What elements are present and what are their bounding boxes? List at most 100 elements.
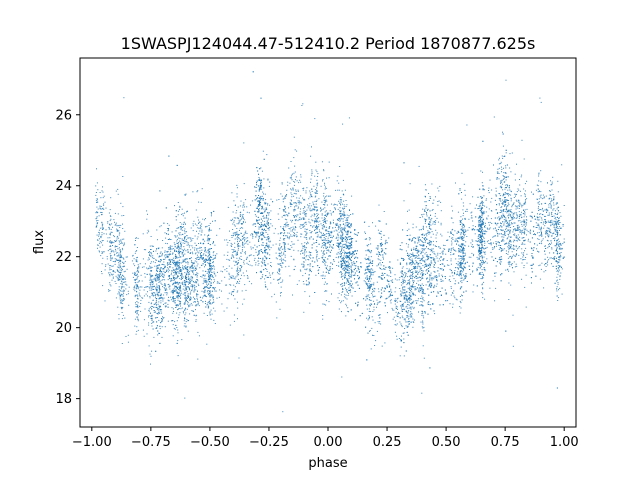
data-point xyxy=(191,245,193,247)
data-point xyxy=(368,268,370,270)
data-point xyxy=(320,207,322,209)
data-point xyxy=(234,242,236,244)
data-point xyxy=(348,243,350,245)
data-point xyxy=(101,271,102,272)
data-point xyxy=(264,284,266,286)
data-point xyxy=(417,272,419,274)
data-point xyxy=(293,259,295,261)
data-point xyxy=(283,209,285,211)
data-point xyxy=(208,288,210,289)
data-point xyxy=(241,290,243,292)
data-point xyxy=(165,285,167,287)
data-point xyxy=(472,246,474,248)
data-point xyxy=(156,307,158,308)
data-point xyxy=(179,248,181,249)
data-point xyxy=(177,275,179,277)
data-point xyxy=(177,299,179,301)
data-point xyxy=(308,281,310,283)
data-point xyxy=(166,294,168,296)
data-point xyxy=(506,207,507,209)
data-point xyxy=(151,292,153,294)
data-point xyxy=(290,245,292,246)
data-point xyxy=(110,241,112,243)
data-point xyxy=(204,289,206,291)
data-point xyxy=(364,221,366,223)
data-point xyxy=(186,288,187,290)
data-point xyxy=(433,260,435,262)
data-point xyxy=(236,187,238,189)
data-point xyxy=(317,236,319,238)
data-point xyxy=(540,213,542,215)
data-point xyxy=(134,318,136,320)
data-point xyxy=(521,252,523,254)
data-point xyxy=(179,240,181,242)
data-point xyxy=(365,277,366,279)
data-point xyxy=(549,252,551,254)
data-point xyxy=(222,271,223,273)
data-point xyxy=(134,244,136,246)
data-point xyxy=(345,222,347,224)
data-point xyxy=(340,200,342,202)
data-point xyxy=(254,214,256,216)
data-point xyxy=(300,201,302,203)
data-point xyxy=(442,250,444,252)
data-point xyxy=(345,265,347,267)
data-point xyxy=(177,355,179,357)
data-point xyxy=(341,258,343,260)
data-point xyxy=(100,255,102,257)
data-point xyxy=(195,286,197,288)
data-point xyxy=(484,245,486,246)
data-point xyxy=(199,230,201,232)
data-point xyxy=(309,269,311,271)
data-point xyxy=(343,213,345,215)
data-point xyxy=(432,248,434,250)
data-point xyxy=(148,324,150,326)
data-point xyxy=(255,231,257,233)
data-point xyxy=(498,173,500,174)
data-point xyxy=(401,267,403,269)
data-point xyxy=(197,236,199,238)
data-point xyxy=(122,278,124,279)
data-point xyxy=(396,335,398,337)
data-point xyxy=(294,181,296,183)
data-point xyxy=(370,250,372,251)
data-point xyxy=(167,279,169,281)
data-point xyxy=(547,247,549,249)
data-point xyxy=(168,268,169,270)
data-point xyxy=(498,198,500,200)
data-point xyxy=(238,272,240,274)
data-point xyxy=(523,220,525,222)
data-point xyxy=(339,210,341,212)
data-point xyxy=(266,268,268,270)
data-point xyxy=(183,254,184,256)
data-point xyxy=(363,280,365,282)
data-point xyxy=(522,237,524,239)
data-point xyxy=(377,288,379,290)
data-point xyxy=(402,305,404,307)
data-point xyxy=(123,298,125,300)
data-point xyxy=(126,284,128,286)
data-point xyxy=(541,219,543,221)
data-point xyxy=(229,284,231,286)
data-point xyxy=(132,255,134,257)
data-point xyxy=(424,265,426,267)
data-point xyxy=(434,313,436,315)
data-point xyxy=(276,199,278,201)
data-point xyxy=(342,220,344,222)
data-point xyxy=(331,203,333,205)
data-point xyxy=(165,287,167,289)
data-point xyxy=(316,228,318,230)
data-point xyxy=(507,189,509,191)
data-point xyxy=(150,270,152,272)
data-point xyxy=(117,248,119,250)
data-point xyxy=(238,357,240,359)
data-point xyxy=(323,222,325,223)
data-point xyxy=(167,262,169,264)
data-point xyxy=(401,284,403,286)
data-point xyxy=(423,248,425,250)
data-point xyxy=(95,192,97,193)
data-point xyxy=(339,217,341,219)
data-point xyxy=(399,312,401,314)
data-point xyxy=(394,324,396,326)
data-point xyxy=(204,219,205,221)
